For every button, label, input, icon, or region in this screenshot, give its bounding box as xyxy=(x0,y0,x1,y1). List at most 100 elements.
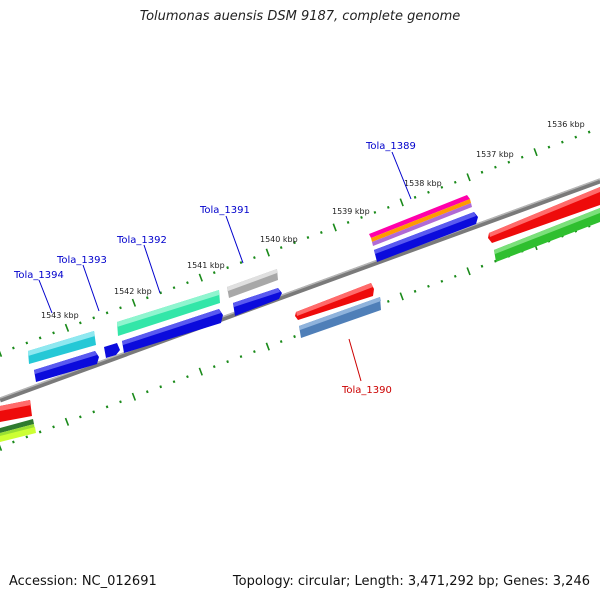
scale-major-tick xyxy=(533,148,538,157)
scale-minor-tick xyxy=(574,135,578,139)
scale-label-1537: 1537 kbp xyxy=(476,150,514,159)
scale-minor-tick xyxy=(427,190,430,194)
scale-major-tick xyxy=(466,267,471,276)
scale-minor-tick xyxy=(507,160,511,164)
scale-minor-tick xyxy=(38,430,42,434)
scale-minor-tick xyxy=(226,266,229,270)
gene-tola-1393-blue[interactable] xyxy=(104,343,120,358)
scale-track-outer xyxy=(0,130,591,357)
scale-minor-tick xyxy=(92,316,96,320)
genome-title: Tolumonas auensis DSM 9187, complete gen… xyxy=(139,9,461,24)
scale-minor-tick xyxy=(92,410,96,414)
gene-left-red[interactable] xyxy=(0,400,32,422)
scale-minor-tick xyxy=(25,435,29,439)
scale-label-1536: 1536 kbp xyxy=(547,120,585,129)
scale-minor-tick xyxy=(172,380,176,384)
scale-minor-tick xyxy=(159,385,163,389)
scale-major-tick xyxy=(131,298,137,307)
scale-minor-tick xyxy=(480,170,484,174)
scale-minor-tick xyxy=(279,246,283,250)
gene-tola-1392-aqua[interactable] xyxy=(117,290,220,336)
scale-minor-tick xyxy=(293,335,296,339)
gene-label-tola-1393[interactable]: Tola_1393 xyxy=(56,255,107,266)
scale-minor-tick xyxy=(386,299,390,303)
scale-major-tick xyxy=(332,223,337,232)
gene-tola-1389-blue[interactable] xyxy=(374,212,478,262)
scale-label-1538: 1538 kbp xyxy=(404,179,442,188)
scale-minor-tick xyxy=(172,286,176,290)
scale-minor-tick xyxy=(319,231,323,234)
scale-label-1539: 1539 kbp xyxy=(332,207,370,216)
gene-label-tola-1391[interactable]: Tola_1391 xyxy=(199,205,250,216)
scale-major-tick xyxy=(399,292,404,301)
genome-summary-text: Topology: circular; Length: 3,471,292 bp… xyxy=(232,574,590,589)
scale-minor-tick xyxy=(440,279,444,283)
gene-tola-1389-multicolor[interactable] xyxy=(369,195,472,246)
scale-minor-tick xyxy=(12,440,15,444)
accession-text: Accession: NC_012691 xyxy=(9,574,157,589)
scale-minor-tick xyxy=(78,415,82,419)
scale-minor-tick xyxy=(159,291,163,295)
gene-right-green[interactable] xyxy=(494,208,600,262)
scale-minor-tick xyxy=(52,331,55,335)
scale-minor-tick xyxy=(38,336,42,340)
scale-major-tick xyxy=(0,350,3,357)
scale-minor-tick xyxy=(239,261,243,265)
scale-minor-tick xyxy=(413,195,417,199)
gene-label-leaders xyxy=(38,151,412,382)
gene-label-tola-1394[interactable]: Tola_1394 xyxy=(13,270,64,281)
scale-major-tick xyxy=(198,367,203,376)
genome-backbone-highlight xyxy=(0,178,600,399)
scale-labels: 1536 kbp 1537 kbp 1538 kbp 1539 kbp 1540… xyxy=(41,120,585,320)
scale-minor-tick xyxy=(186,375,189,379)
scale-major-tick xyxy=(64,323,70,332)
scale-minor-tick xyxy=(547,145,551,149)
scale-major-tick xyxy=(198,273,203,282)
scale-minor-tick xyxy=(212,365,216,369)
scale-minor-tick xyxy=(212,271,216,275)
scale-minor-tick xyxy=(25,341,29,345)
scale-label-1543: 1543 kbp xyxy=(41,311,79,320)
gene-label-tola-1389[interactable]: Tola_1389 xyxy=(365,141,416,152)
scale-major-tick xyxy=(131,392,137,401)
scale-minor-tick xyxy=(427,284,430,288)
scale-minor-tick xyxy=(186,281,189,285)
scale-minor-tick xyxy=(440,185,444,189)
scale-label-1541: 1541 kbp xyxy=(187,261,225,270)
gene-tola-1392-blue[interactable] xyxy=(122,309,223,353)
scale-minor-tick xyxy=(145,296,149,300)
scale-minor-tick xyxy=(520,155,524,159)
scale-minor-tick xyxy=(12,346,15,350)
scale-minor-tick xyxy=(386,205,390,209)
scale-major-tick xyxy=(0,444,3,451)
scale-minor-tick xyxy=(145,390,149,394)
scale-minor-tick xyxy=(239,355,243,359)
gene-tola-1390-red[interactable] xyxy=(295,283,374,320)
scale-major-tick xyxy=(265,248,270,257)
scale-minor-tick xyxy=(253,256,256,260)
gene-left-green[interactable] xyxy=(0,419,36,442)
scale-major-tick xyxy=(466,173,471,182)
gene-tola-1394-cyan[interactable] xyxy=(28,331,96,364)
gene-tola-1390-steel[interactable] xyxy=(299,297,381,338)
gene-tola-1394-blue[interactable] xyxy=(34,351,99,382)
scale-minor-tick xyxy=(453,274,457,278)
scale-minor-tick xyxy=(119,400,122,404)
scale-major-tick xyxy=(265,342,270,351)
scale-minor-tick xyxy=(306,236,310,239)
scale-minor-tick xyxy=(360,215,363,219)
scale-minor-tick xyxy=(226,360,229,364)
gene-tola-1391-blue[interactable] xyxy=(233,288,282,316)
gene-label-tola-1392[interactable]: Tola_1392 xyxy=(116,235,167,246)
scale-major-tick xyxy=(399,198,404,207)
scale-minor-tick xyxy=(453,180,457,184)
gene-tola-1391-grey[interactable] xyxy=(227,269,278,298)
gene-right-red[interactable] xyxy=(488,187,600,243)
scale-minor-tick xyxy=(560,140,564,144)
gene-label-tola-1390[interactable]: Tola_1390 xyxy=(341,385,392,396)
scale-minor-tick xyxy=(494,165,497,169)
genome-backbone xyxy=(0,178,600,403)
scale-label-1540: 1540 kbp xyxy=(260,235,298,244)
